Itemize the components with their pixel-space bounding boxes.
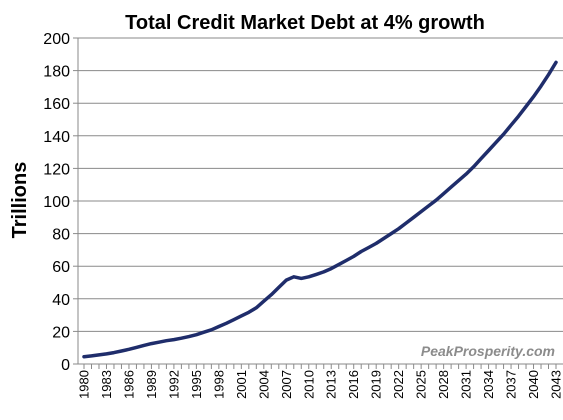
x-tick-label: 2010 bbox=[301, 370, 316, 399]
x-tick-label: 1986 bbox=[121, 370, 136, 399]
x-tick-label: 2028 bbox=[436, 370, 451, 399]
x-tick-label: 2031 bbox=[459, 370, 474, 399]
x-tick-label: 2019 bbox=[369, 370, 384, 399]
x-tick-label: 2025 bbox=[414, 370, 429, 399]
y-tick-label: 0 bbox=[61, 357, 70, 374]
y-tick-label: 160 bbox=[43, 96, 70, 113]
y-tick-label: 140 bbox=[43, 129, 70, 146]
x-tick-label: 2022 bbox=[391, 370, 406, 399]
x-tick-label: 2043 bbox=[549, 370, 563, 399]
x-tick-label: 2013 bbox=[324, 370, 339, 399]
x-tick-label: 2004 bbox=[256, 370, 271, 399]
y-tick-label: 180 bbox=[43, 64, 70, 81]
x-tick-label: 2037 bbox=[504, 370, 519, 399]
x-tick-label: 1995 bbox=[189, 370, 204, 399]
x-tick-label: 2001 bbox=[234, 370, 249, 399]
y-tick-label: 40 bbox=[52, 292, 70, 309]
x-tick-label: 1992 bbox=[166, 370, 181, 399]
watermark: PeakProsperity.com bbox=[421, 343, 555, 359]
y-tick-label: 100 bbox=[43, 194, 70, 211]
chart-title: Total Credit Market Debt at 4% growth bbox=[125, 12, 485, 34]
y-tick-label: 120 bbox=[43, 161, 70, 178]
x-tick-label: 1983 bbox=[99, 370, 114, 399]
x-tick-label: 1989 bbox=[144, 370, 159, 399]
y-tick-label: 60 bbox=[52, 259, 70, 276]
x-tick-label: 1980 bbox=[77, 370, 92, 399]
y-tick-label: 200 bbox=[43, 31, 70, 48]
x-tick-label: 2034 bbox=[481, 370, 496, 399]
x-tick-label: 2016 bbox=[346, 370, 361, 399]
y-axis-label: Trillions bbox=[9, 162, 31, 239]
x-tick-label: 2040 bbox=[526, 370, 541, 399]
y-tick-label: 20 bbox=[52, 324, 70, 341]
x-tick-label: 1998 bbox=[211, 370, 226, 399]
x-tick-label: 2007 bbox=[279, 370, 294, 399]
y-tick-label: 80 bbox=[52, 227, 70, 244]
